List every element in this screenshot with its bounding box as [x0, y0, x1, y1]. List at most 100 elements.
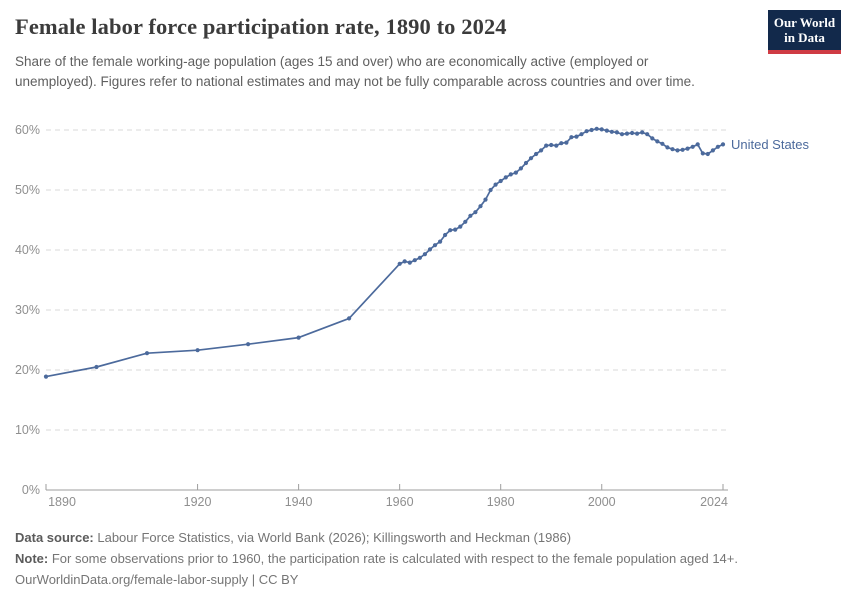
y-axis-label-0: 0% — [22, 483, 40, 497]
data-point-1962[interactable] — [407, 260, 412, 265]
data-point-1999[interactable] — [594, 126, 599, 131]
data-point-1975[interactable] — [473, 210, 478, 215]
plot-area[interactable] — [46, 120, 728, 490]
data-point-1993[interactable] — [564, 140, 569, 145]
data-point-1995[interactable] — [574, 134, 579, 139]
y-axis-label-20: 20% — [15, 363, 40, 377]
data-point-1963[interactable] — [412, 258, 417, 263]
data-point-1973[interactable] — [463, 219, 468, 224]
data-point-1997[interactable] — [584, 129, 589, 134]
data-point-1982[interactable] — [508, 172, 513, 177]
data-point-2017[interactable] — [685, 146, 690, 151]
owid-logo[interactable]: Our World in Data — [768, 10, 841, 54]
data-point-1960[interactable] — [397, 261, 402, 266]
data-source-text: Labour Force Statistics, via World Bank … — [93, 530, 572, 545]
note-line: Note: For some observations prior to 196… — [15, 548, 835, 569]
note-text: For some observations prior to 1960, the… — [48, 551, 738, 566]
data-point-2018[interactable] — [690, 144, 695, 149]
page-title: Female labor force participation rate, 1… — [15, 14, 507, 39]
data-point-1992[interactable] — [559, 141, 564, 146]
data-point-1974[interactable] — [468, 213, 473, 218]
data-point-2021[interactable] — [705, 151, 710, 157]
data-point-2001[interactable] — [604, 128, 609, 133]
data-point-1920[interactable] — [195, 348, 200, 353]
data-point-1989[interactable] — [544, 143, 549, 148]
data-point-2008[interactable] — [640, 130, 645, 135]
data-point-2014[interactable] — [670, 147, 675, 152]
y-axis-label-30: 30% — [15, 303, 40, 317]
data-point-1976[interactable] — [478, 204, 483, 209]
x-axis-label-2000: 2000 — [588, 495, 616, 509]
data-point-2024[interactable] — [720, 142, 726, 147]
y-axis-label-10: 10% — [15, 423, 40, 437]
x-axis-label-1890: 1890 — [48, 495, 76, 509]
data-point-1910[interactable] — [144, 351, 150, 356]
note-label: Note: — [15, 551, 49, 566]
data-point-1900[interactable] — [94, 364, 99, 370]
data-point-2020[interactable] — [700, 151, 705, 156]
data-point-1967[interactable] — [432, 243, 438, 248]
data-point-1977[interactable] — [483, 197, 488, 202]
data-point-1964[interactable] — [417, 255, 422, 260]
data-point-1940[interactable] — [296, 335, 301, 340]
data-point-2010[interactable] — [650, 136, 655, 141]
data-point-2007[interactable] — [635, 131, 640, 136]
data-point-1890[interactable] — [43, 374, 49, 379]
data-point-2009[interactable] — [645, 132, 650, 137]
data-point-2023[interactable] — [715, 144, 721, 149]
y-axis-label-60: 60% — [15, 123, 40, 137]
entity-label-united-states[interactable]: United States — [731, 137, 810, 152]
data-point-1987[interactable] — [534, 151, 539, 157]
chart-footer: Data source: Labour Force Statistics, vi… — [15, 527, 835, 590]
data-point-1988[interactable] — [539, 148, 544, 153]
x-axis-label-1960: 1960 — [386, 495, 414, 509]
data-point-2019[interactable] — [695, 142, 700, 147]
data-point-1985[interactable] — [523, 160, 529, 166]
data-point-2000[interactable] — [599, 127, 604, 132]
data-point-2002[interactable] — [609, 129, 614, 134]
data-point-1996[interactable] — [579, 132, 584, 137]
data-source-line: Data source: Labour Force Statistics, vi… — [15, 527, 835, 548]
data-point-2005[interactable] — [624, 131, 630, 136]
data-point-2011[interactable] — [655, 139, 660, 144]
data-point-2016[interactable] — [680, 147, 685, 152]
data-point-2006[interactable] — [630, 130, 635, 136]
data-point-2013[interactable] — [665, 145, 670, 150]
data-point-2003[interactable] — [614, 130, 620, 135]
data-point-1972[interactable] — [458, 224, 463, 229]
data-point-1970[interactable] — [448, 228, 453, 233]
data-point-1971[interactable] — [453, 227, 458, 232]
y-axis-label-50: 50% — [15, 183, 40, 197]
data-point-1984[interactable] — [518, 166, 524, 171]
x-axis-label-1980: 1980 — [487, 495, 515, 509]
data-point-1990[interactable] — [549, 142, 554, 148]
data-point-1979[interactable] — [493, 182, 498, 187]
data-point-1998[interactable] — [589, 127, 594, 133]
data-point-1981[interactable] — [503, 175, 508, 180]
data-point-2022[interactable] — [710, 148, 716, 153]
data-point-1991[interactable] — [554, 143, 559, 148]
data-point-1994[interactable] — [569, 135, 574, 140]
data-point-2015[interactable] — [675, 148, 680, 153]
citation-link[interactable]: OurWorldinData.org/female-labor-supply |… — [15, 572, 299, 587]
y-axis-label-40: 40% — [15, 243, 40, 257]
data-point-1966[interactable] — [427, 247, 433, 252]
data-point-1930[interactable] — [246, 342, 251, 347]
owid-logo-text-line1: Our World — [773, 15, 836, 30]
data-point-2004[interactable] — [619, 132, 625, 137]
data-point-1961[interactable] — [402, 259, 407, 264]
data-point-1968[interactable] — [438, 239, 443, 244]
x-axis-label-1940: 1940 — [285, 495, 313, 509]
data-point-2012[interactable] — [660, 141, 665, 146]
x-axis-label-1920: 1920 — [184, 495, 212, 509]
data-point-1983[interactable] — [513, 170, 519, 175]
data-point-1986[interactable] — [528, 156, 534, 161]
data-point-1950[interactable] — [347, 316, 352, 321]
owid-logo-text-line2: in Data — [784, 30, 825, 45]
data-point-1980[interactable] — [498, 178, 503, 184]
data-point-1969[interactable] — [443, 232, 448, 238]
data-point-1965[interactable] — [422, 252, 427, 257]
data-point-1978[interactable] — [488, 187, 493, 193]
